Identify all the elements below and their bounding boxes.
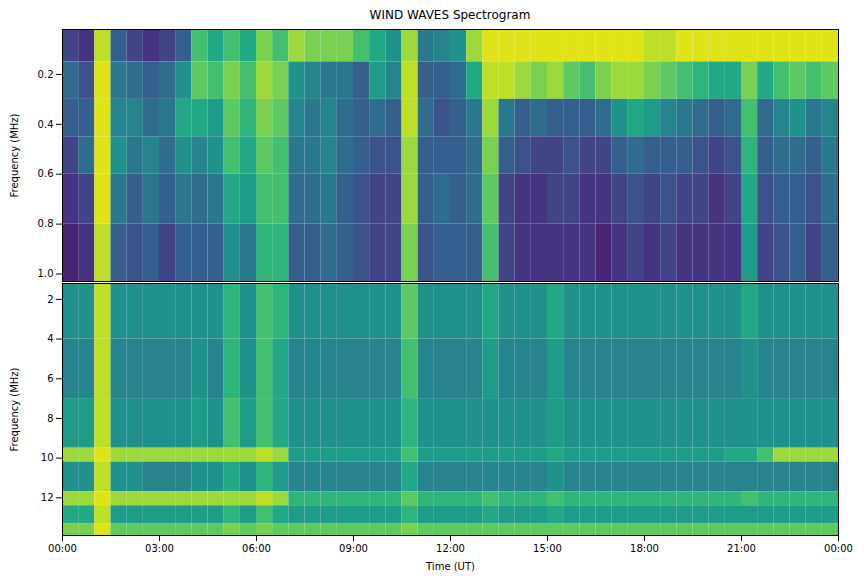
svg-text:18:00: 18:00 (630, 543, 659, 554)
svg-text:06:00: 06:00 (242, 543, 271, 554)
svg-text:00:00: 00:00 (824, 543, 853, 554)
svg-text:1.0: 1.0 (38, 268, 54, 279)
svg-text:12: 12 (41, 492, 54, 503)
svg-text:0.6: 0.6 (38, 168, 54, 179)
svg-text:0.8: 0.8 (38, 218, 54, 229)
svg-text:Frequency (MHz): Frequency (MHz) (9, 113, 20, 197)
svg-text:00:00: 00:00 (48, 543, 77, 554)
svg-text:Time (UT): Time (UT) (425, 561, 475, 572)
svg-text:0.4: 0.4 (38, 119, 54, 130)
html-text:WIND WAVES Spectrogram: WIND WAVES Spectrogram (369, 8, 531, 22)
svg-text:8: 8 (47, 413, 53, 424)
svg-text:4: 4 (47, 333, 53, 344)
svg-text:21:00: 21:00 (727, 543, 756, 554)
svg-text:2: 2 (47, 294, 53, 305)
svg-text:10: 10 (41, 452, 54, 463)
svg-text:15:00: 15:00 (533, 543, 562, 554)
svg-text:03:00: 03:00 (145, 543, 174, 554)
svg-text:6: 6 (47, 373, 53, 384)
svg-text:12:00: 12:00 (436, 543, 465, 554)
svg-text:09:00: 09:00 (339, 543, 368, 554)
svg-text:Frequency (MHz): Frequency (MHz) (9, 367, 20, 451)
svg-text:0.2: 0.2 (38, 69, 54, 80)
